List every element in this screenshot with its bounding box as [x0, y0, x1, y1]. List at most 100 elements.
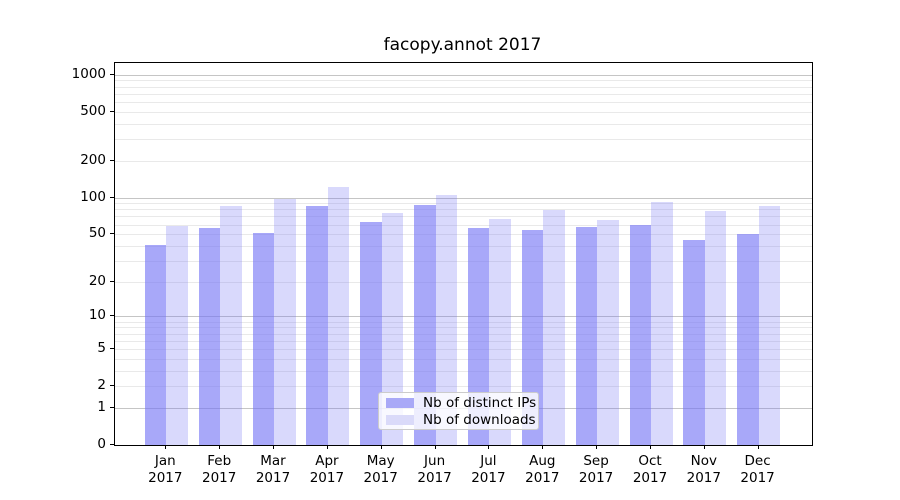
x-tick-label: Dec 2017: [740, 453, 775, 486]
y-tick: [110, 315, 114, 317]
y-tick-label: 0: [97, 436, 106, 452]
y-tick-label: 2: [97, 377, 106, 394]
x-tick-label: Jul 2017: [471, 453, 506, 486]
minor-gridline: [115, 245, 812, 247]
minor-gridline: [115, 348, 812, 350]
minor-gridline: [115, 358, 812, 360]
legend-row-distinct-ips: Nb of distinct IPs: [386, 396, 538, 410]
x-tick: [273, 445, 274, 449]
y-tick-label: 5: [97, 339, 106, 356]
y-tick-label: 1000: [71, 65, 106, 82]
minor-gridline: [115, 209, 812, 211]
bar-may-2017-downloads: [381, 212, 404, 445]
y-tick-label: 1: [97, 398, 106, 415]
y-tick: [110, 110, 114, 112]
x-tick-label: Apr 2017: [309, 453, 345, 486]
bar-jan-2017-downloads: [166, 226, 188, 445]
minor-gridline: [115, 370, 812, 372]
y-tick-label: 200: [80, 151, 106, 168]
minor-gridline: [115, 333, 812, 335]
x-tick-label: May 2017: [363, 453, 398, 486]
bar-jul-2017-downloads: [489, 218, 511, 445]
y-tick-label: 50: [88, 225, 106, 242]
major-gridline: [115, 316, 812, 318]
plot-area: [114, 62, 813, 446]
x-tick: [488, 445, 490, 449]
legend-label-downloads: Nb of downloads: [423, 411, 536, 428]
x-tick-label: Jun 2017: [417, 453, 452, 486]
x-tick: [650, 445, 651, 449]
bar-mar-2017-distinct-ips: [252, 233, 274, 445]
major-gridline: [115, 74, 812, 76]
x-tick-label: Nov 2017: [686, 453, 721, 486]
x-tick: [165, 445, 167, 449]
bar-aug-2017-distinct-ips: [521, 230, 544, 445]
bar-jul-2017-distinct-ips: [467, 228, 490, 445]
y-tick-label: 500: [80, 102, 106, 119]
minor-gridline: [115, 80, 812, 82]
y-tick-label: 10: [88, 307, 106, 324]
minor-gridline: [115, 216, 812, 218]
x-tick-label: Mar 2017: [255, 453, 291, 486]
minor-gridline: [115, 281, 812, 283]
y-tick: [110, 233, 114, 235]
y-tick: [110, 159, 114, 161]
y-tick: [110, 406, 114, 408]
y-tick-label: 20: [88, 272, 106, 289]
bar-apr-2017-distinct-ips: [306, 205, 328, 445]
x-tick: [326, 445, 328, 449]
y-tick: [110, 73, 114, 75]
y-tick: [110, 385, 114, 387]
x-tick-label: Jan 2017: [148, 453, 183, 486]
legend-row-downloads: Nb of downloads: [386, 413, 538, 427]
bar-dec-2017-downloads: [758, 206, 781, 445]
bar-nov-2017-downloads: [704, 211, 727, 445]
bar-jun-2017-distinct-ips: [414, 204, 436, 445]
bar-may-2017-distinct-ips: [360, 222, 382, 445]
x-tick: [757, 445, 759, 449]
legend-swatch-distinct-ips: [386, 397, 414, 408]
x-tick: [219, 445, 221, 449]
minor-gridline: [115, 139, 812, 140]
x-tick-label: Aug 2017: [525, 453, 560, 486]
bar-sep-2017-downloads: [597, 219, 619, 445]
y-tick: [110, 280, 114, 282]
bar-jan-2017-distinct-ips: [144, 244, 167, 445]
minor-gridline: [115, 224, 812, 226]
bar-oct-2017-downloads: [651, 201, 673, 445]
x-tick-label: Feb 2017: [202, 453, 237, 486]
minor-gridline: [115, 93, 812, 95]
x-tick: [703, 445, 705, 449]
major-gridline: [115, 197, 812, 199]
bar-jun-2017-downloads: [435, 194, 458, 445]
y-tick: [110, 444, 114, 445]
minor-gridline: [115, 234, 812, 236]
chart-title: facopy.annot 2017: [383, 35, 542, 55]
minor-gridline: [115, 386, 812, 388]
minor-gridline: [115, 203, 812, 205]
bar-apr-2017-downloads: [327, 187, 350, 445]
legend-label-distinct-ips: Nb of distinct IPs: [423, 394, 537, 411]
y-tick-label: 100: [80, 188, 106, 205]
legend: Nb of distinct IPs Nb of downloads: [378, 392, 539, 430]
minor-gridline: [115, 123, 812, 125]
bar-mar-2017-downloads: [274, 198, 296, 445]
minor-gridline: [115, 101, 812, 103]
bar-dec-2017-distinct-ips: [737, 234, 759, 445]
x-tick: [542, 445, 544, 449]
y-tick: [110, 347, 114, 349]
bar-feb-2017-downloads: [220, 205, 242, 445]
bar-sep-2017-distinct-ips: [575, 227, 598, 445]
x-tick: [434, 445, 436, 449]
minor-gridline: [115, 111, 812, 113]
bar-oct-2017-distinct-ips: [629, 225, 651, 445]
y-tick: [110, 196, 114, 198]
x-tick-label: Oct 2017: [632, 453, 668, 486]
bar-feb-2017-distinct-ips: [198, 228, 221, 445]
minor-gridline: [115, 86, 812, 88]
bar-nov-2017-distinct-ips: [683, 239, 705, 445]
minor-gridline: [115, 321, 812, 323]
bar-aug-2017-downloads: [543, 210, 565, 445]
minor-gridline: [115, 260, 812, 262]
